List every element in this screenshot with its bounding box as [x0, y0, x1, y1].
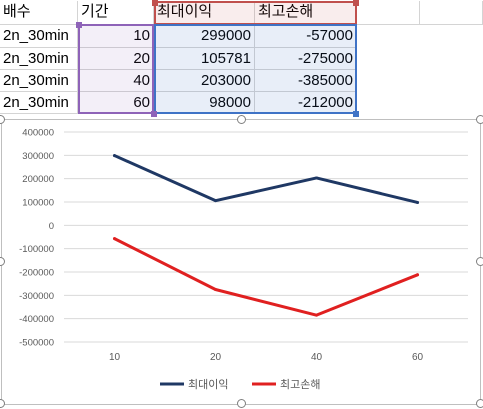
resize-handle[interactable]	[476, 115, 483, 124]
range-handle[interactable]	[353, 0, 359, 6]
resize-handle[interactable]	[237, 399, 246, 408]
range-handle[interactable]	[152, 0, 158, 6]
data-point	[214, 199, 217, 203]
values-range-highlight	[154, 24, 357, 114]
line-chart[interactable]: 400000 300000 200000 100000 0 -100000 -200000 -…	[1, 119, 481, 405]
cell-max-profit[interactable]: 299000	[154, 25, 255, 48]
series-line-2	[113, 237, 419, 317]
y-tick-label: 200000	[22, 174, 54, 185]
data-point	[315, 313, 318, 317]
cell-label[interactable]: 2n_30min	[0, 70, 78, 92]
data-point	[315, 176, 318, 180]
header-cell-a[interactable]: 배수	[0, 1, 78, 25]
spreadsheet-grid: 배수 기간 최대이익 최고손해 2n_30min 10 299000 -5700…	[0, 0, 483, 120]
x-tick-label: 20	[210, 352, 222, 363]
y-tick-label: -300000	[19, 291, 54, 302]
cell-max-profit[interactable]: 105781	[154, 48, 255, 70]
chart-plot: 400000 300000 200000 100000 0 -100000 -200000 -…	[19, 128, 468, 391]
resize-handle[interactable]	[0, 257, 5, 266]
y-tick-label: -500000	[19, 338, 54, 349]
cell-label[interactable]: 2n_30min	[0, 25, 78, 48]
y-tick-label: -400000	[19, 314, 54, 325]
x-tick-label: 10	[109, 352, 121, 363]
cell-label[interactable]: 2n_30min	[0, 48, 78, 70]
x-tick-label: 40	[311, 352, 323, 363]
x-tick-label: 60	[412, 352, 424, 363]
y-tick-label: 400000	[22, 128, 54, 139]
header-cell-b[interactable]: 기간	[78, 1, 154, 25]
y-tick-label: 300000	[22, 151, 54, 162]
data-point	[416, 273, 419, 277]
resize-handle[interactable]	[476, 257, 483, 266]
cell-label[interactable]: 2n_30min	[0, 92, 78, 114]
range-handle[interactable]	[151, 111, 157, 117]
empty-cell[interactable]	[357, 1, 420, 25]
data-point	[113, 154, 116, 158]
data-point	[416, 200, 419, 204]
category-range-highlight	[78, 24, 154, 114]
range-handle[interactable]	[353, 111, 359, 117]
cell-max-profit[interactable]: 203000	[154, 70, 255, 92]
empty-cell[interactable]	[420, 1, 483, 25]
resize-handle[interactable]	[0, 399, 5, 408]
y-tick-label: -100000	[19, 244, 54, 255]
data-point	[214, 288, 217, 291]
resize-handle[interactable]	[0, 115, 5, 124]
resize-handle[interactable]	[476, 399, 483, 408]
data-point	[113, 237, 116, 241]
y-tick-label: 0	[49, 221, 54, 232]
y-tick-label: 100000	[22, 198, 54, 209]
resize-handle[interactable]	[237, 115, 246, 124]
y-tick-label: -200000	[19, 268, 54, 279]
series-name-range-highlight	[154, 1, 357, 25]
legend-label: 최고손해	[280, 377, 320, 391]
legend-label: 최대이익	[188, 378, 228, 391]
series-line-1	[113, 154, 419, 204]
range-handle[interactable]	[76, 22, 82, 28]
